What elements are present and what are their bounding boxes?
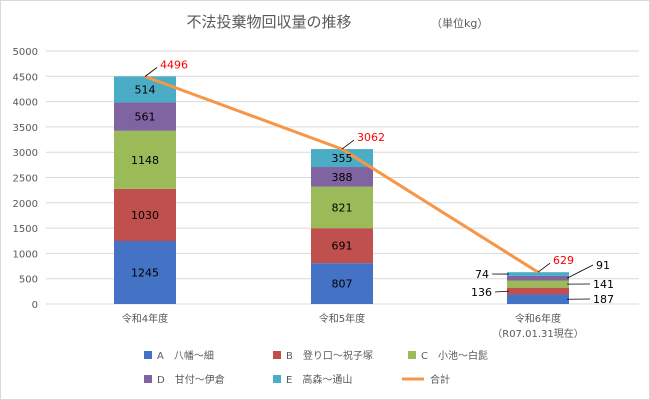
total-value-label: 629 (553, 254, 574, 267)
bar-segment (114, 76, 176, 103)
total-leader (144, 67, 158, 77)
y-tick-label: 0 (32, 300, 38, 311)
bar-value-label: 691 (332, 240, 353, 253)
bar-segment (114, 102, 176, 131)
bar-segment (311, 149, 373, 168)
bar-value-label: 821 (332, 201, 353, 214)
bar-segment (507, 272, 569, 276)
bar-value-label: 141 (593, 278, 614, 291)
bar-segment (311, 186, 373, 229)
y-tick-label: 2500 (13, 174, 38, 185)
bar-segment (311, 167, 373, 187)
legend-label: C 小池～白髭 (421, 349, 488, 362)
y-tick-label: 2000 (13, 199, 38, 210)
y-tick-label: 5000 (13, 47, 38, 58)
chart-unit: （単位kg） (431, 16, 488, 30)
callout-leader (566, 264, 594, 279)
total-value-label: 3062 (357, 131, 385, 144)
legend-label: 合計 (430, 373, 450, 386)
y-axis-ticks: 0 500 1000 1500 2000 2500 3000 3500 4000 4500 5000 (13, 47, 38, 311)
bar-segment (114, 188, 176, 242)
callout-leader (494, 290, 510, 293)
bar-segment (507, 287, 569, 295)
legend-swatch (273, 375, 281, 383)
bar-value-label: 1030 (131, 209, 159, 222)
x-axis-labels: 令和4年度 令和5年度 令和6年度 （R07.01.31現在） (122, 312, 584, 340)
y-tick-label: 1500 (13, 224, 38, 235)
x-tick-label: 令和5年度 (319, 312, 365, 325)
legend-label: E 高森～通山 (286, 373, 352, 386)
chart-title: 不法投棄物回収量の推移 (186, 13, 351, 31)
bar-value-label: 91 (596, 259, 610, 272)
bar-segment (507, 275, 569, 281)
y-tick-label: 4000 (13, 98, 38, 109)
bar-segment (507, 294, 569, 304)
legend-swatch (273, 351, 281, 359)
bar-value-label: 187 (593, 293, 614, 306)
bar-value-label: 1148 (131, 154, 159, 167)
legend-label: B 登り口～祝子塚 (286, 349, 373, 362)
legend-swatch (408, 351, 416, 359)
y-tick-label: 3000 (13, 148, 38, 159)
bar-value-label: 514 (135, 83, 156, 96)
y-tick-label: 500 (19, 275, 38, 286)
total-leader (341, 139, 355, 150)
x-tick-label: 令和6年度 (515, 312, 561, 325)
bar-segment (311, 263, 373, 304)
x-tick-label: 令和4年度 (122, 312, 168, 325)
y-tick-label: 1000 (13, 249, 38, 260)
data-labels: 1245 1030 1148 561 514 807 691 821 388 355 91 141 18… (131, 59, 614, 306)
bar-value-label: 561 (135, 111, 156, 124)
y-tick-label: 4500 (13, 72, 38, 83)
y-tick-label: 3500 (13, 123, 38, 134)
bar-value-label: 136 (471, 286, 492, 299)
bar-value-label: 1245 (131, 267, 159, 280)
legend-swatch (144, 351, 152, 359)
total-leader (537, 262, 551, 273)
legend-swatch (144, 375, 152, 383)
bar-segment (311, 228, 373, 264)
stacked-bars (114, 76, 569, 304)
legend: A 八幡～細 B 登り口～祝子塚 C 小池～白髭 D 甘付～伊倉 E 高森～通山 合計 (144, 349, 488, 386)
total-value-label: 4496 (160, 59, 188, 72)
legend-label: D 甘付～伊倉 (157, 373, 225, 386)
legend-label: A 八幡～細 (157, 349, 214, 362)
bar-segment (114, 241, 176, 304)
x-tick-note: （R07.01.31現在） (492, 328, 583, 340)
bar-value-label: 388 (332, 171, 353, 184)
bar-value-label: 355 (332, 152, 353, 165)
bar-segment (114, 130, 176, 189)
bar-value-label: 807 (332, 278, 353, 291)
bar-segment (507, 280, 569, 288)
bar-value-label: 74 (475, 268, 489, 281)
